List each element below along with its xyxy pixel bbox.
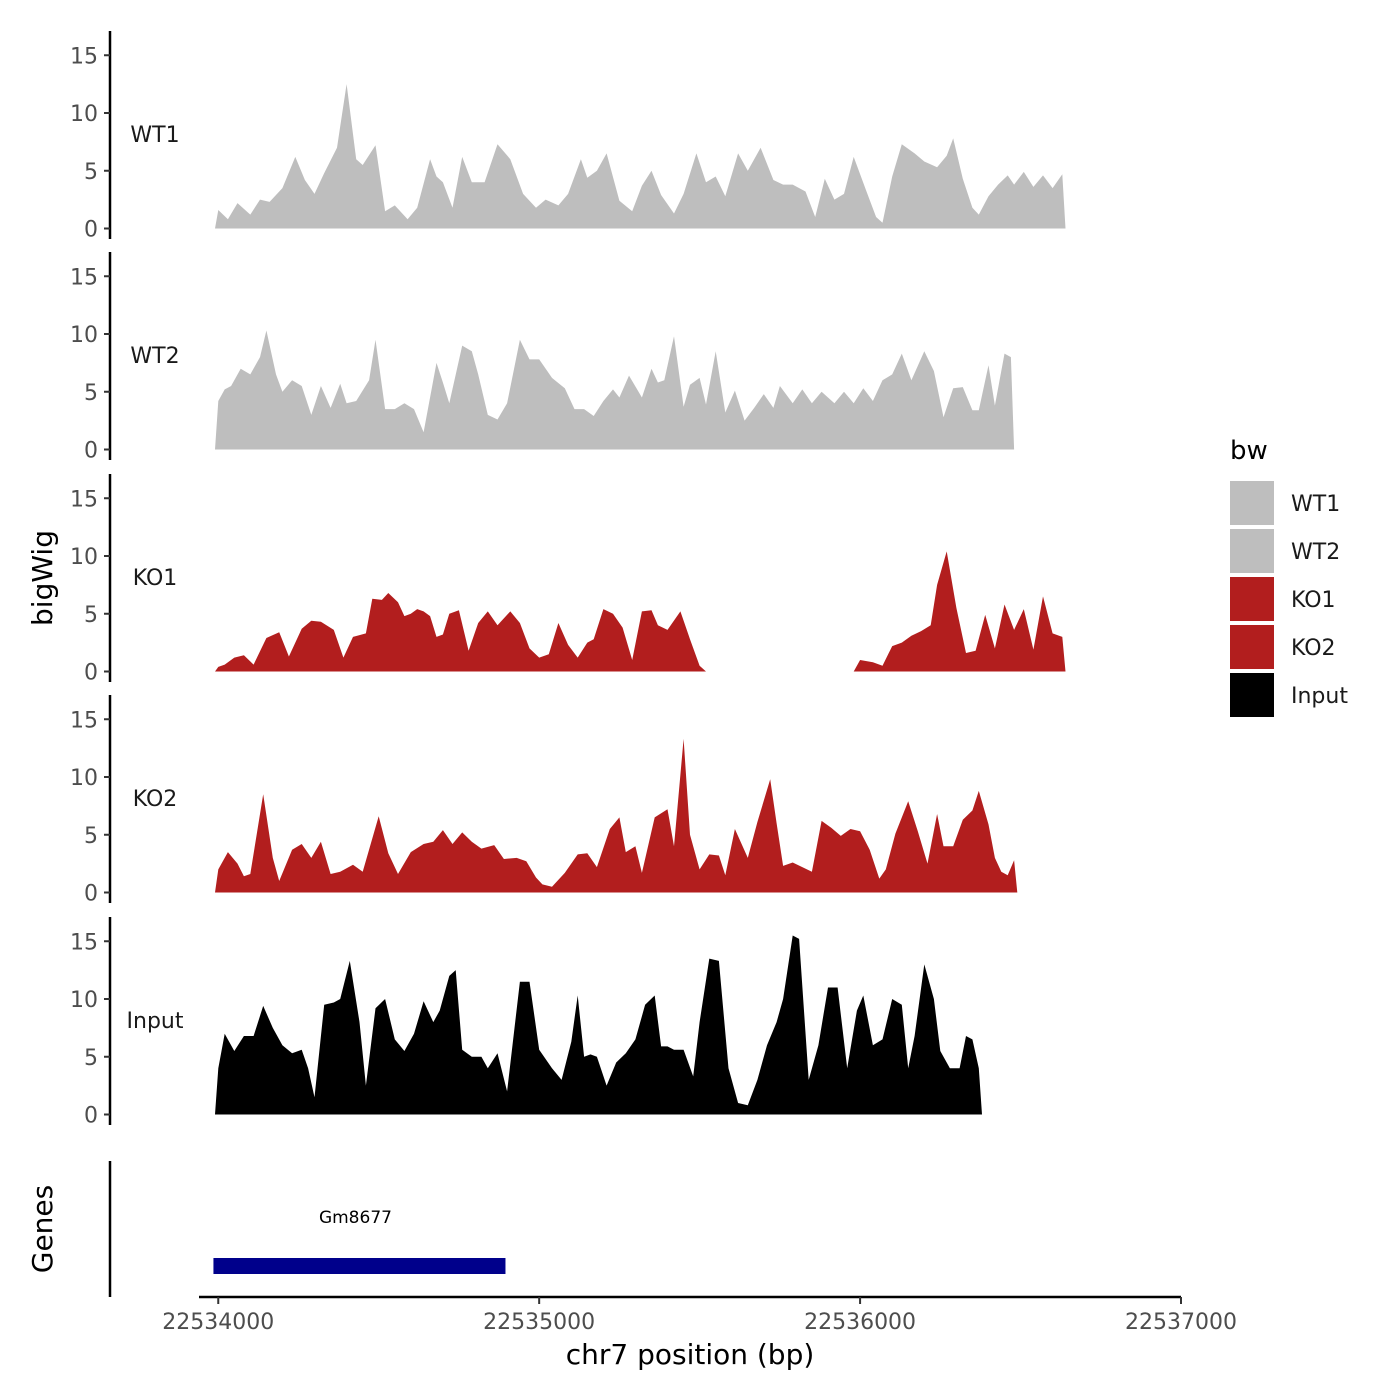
y-tick-label: 5 — [84, 1046, 98, 1071]
y-tick-label: 5 — [84, 824, 98, 849]
track-input: 0 5 10 15 Input — [70, 917, 982, 1129]
y-tick-label: 0 — [84, 218, 98, 243]
x-tick-label: 22537000 — [1125, 1310, 1237, 1335]
track-label-wt1: WT1 — [130, 123, 179, 148]
y-tick-label: 10 — [70, 102, 98, 127]
track-wt2: 0 5 10 15 WT2 — [70, 252, 1015, 464]
y-tick-label: 0 — [84, 882, 98, 907]
y-tick-label: 0 — [84, 661, 98, 686]
area-ko1-segment-1 — [215, 593, 706, 672]
legend-swatch-ko2 — [1230, 625, 1274, 669]
area-ko1-segment-2 — [853, 551, 1066, 672]
y-tick-label: 5 — [84, 160, 98, 185]
y-tick-label: 5 — [84, 603, 98, 628]
area-input-segment-1 — [215, 935, 982, 1115]
area-wt1-segment-1 — [215, 84, 1066, 229]
area-ko2-segment-1 — [215, 738, 1018, 893]
track-label-ko2: KO2 — [133, 787, 178, 812]
y-tick-label: 15 — [70, 265, 98, 290]
track-label-wt2: WT2 — [130, 344, 179, 369]
legend-title: bw — [1230, 436, 1268, 466]
legend-label-ko1: KO1 — [1291, 588, 1336, 613]
y-tick-label: 10 — [70, 323, 98, 348]
y-tick-label: 0 — [84, 1104, 98, 1129]
y-axis-title: bigWig — [26, 530, 59, 626]
track-label-ko1: KO1 — [133, 566, 178, 591]
gene-label-gm8677: Gm8677 — [319, 1208, 392, 1228]
legend-label-wt1: WT1 — [1291, 492, 1340, 517]
x-axis: 22534000 22535000 22536000 22537000 chr7 po… — [162, 1295, 1237, 1371]
x-tick-label: 22536000 — [804, 1310, 916, 1335]
y-tick-label: 5 — [84, 381, 98, 406]
y-tick-label: 0 — [84, 439, 98, 464]
legend-label-ko2: KO2 — [1291, 636, 1336, 661]
y-tick-label: 15 — [70, 930, 98, 955]
track-wt1: 0 5 10 15 WT1 — [70, 31, 1066, 243]
y-tick-label: 15 — [70, 708, 98, 733]
y-tick-label: 10 — [70, 766, 98, 791]
y-tick-label: 15 — [70, 44, 98, 69]
legend-swatch-wt2 — [1230, 529, 1274, 573]
y-tick-label: 15 — [70, 487, 98, 512]
legend-swatch-input — [1230, 673, 1274, 717]
y-tick-label: 10 — [70, 545, 98, 570]
x-axis-title: chr7 position (bp) — [566, 1338, 815, 1371]
legend: bw WT1 WT2 KO1 KO2 Input — [1230, 436, 1348, 717]
gene-panel: Genes Gm8677 — [26, 1161, 506, 1297]
legend-swatch-wt1 — [1230, 481, 1274, 525]
signal-tracks: 0 5 10 15 WT1 0 5 10 15 WT2 0 5 10 15 KO1 0 5 10 15 KO2 0 5 10… — [70, 31, 1066, 1129]
x-tick-label: 22534000 — [162, 1310, 274, 1335]
y-tick-label: 10 — [70, 988, 98, 1013]
track-ko2: 0 5 10 15 KO2 — [70, 695, 1018, 907]
gene-feature-gm8677 — [213, 1258, 506, 1274]
track-label-input: Input — [127, 1009, 184, 1034]
legend-label-wt2: WT2 — [1291, 540, 1340, 565]
legend-items: WT1 WT2 KO1 KO2 Input — [1230, 481, 1348, 717]
gene-features: Gm8677 — [213, 1208, 506, 1274]
legend-label-input: Input — [1291, 684, 1348, 709]
legend-swatch-ko1 — [1230, 577, 1274, 621]
genes-panel-title: Genes — [26, 1185, 59, 1273]
x-axis-ticks: 22534000 22535000 22536000 22537000 — [162, 1297, 1237, 1335]
track-ko1: 0 5 10 15 KO1 — [70, 474, 1066, 686]
area-wt2-segment-1 — [215, 330, 1015, 450]
x-tick-label: 22535000 — [483, 1310, 595, 1335]
